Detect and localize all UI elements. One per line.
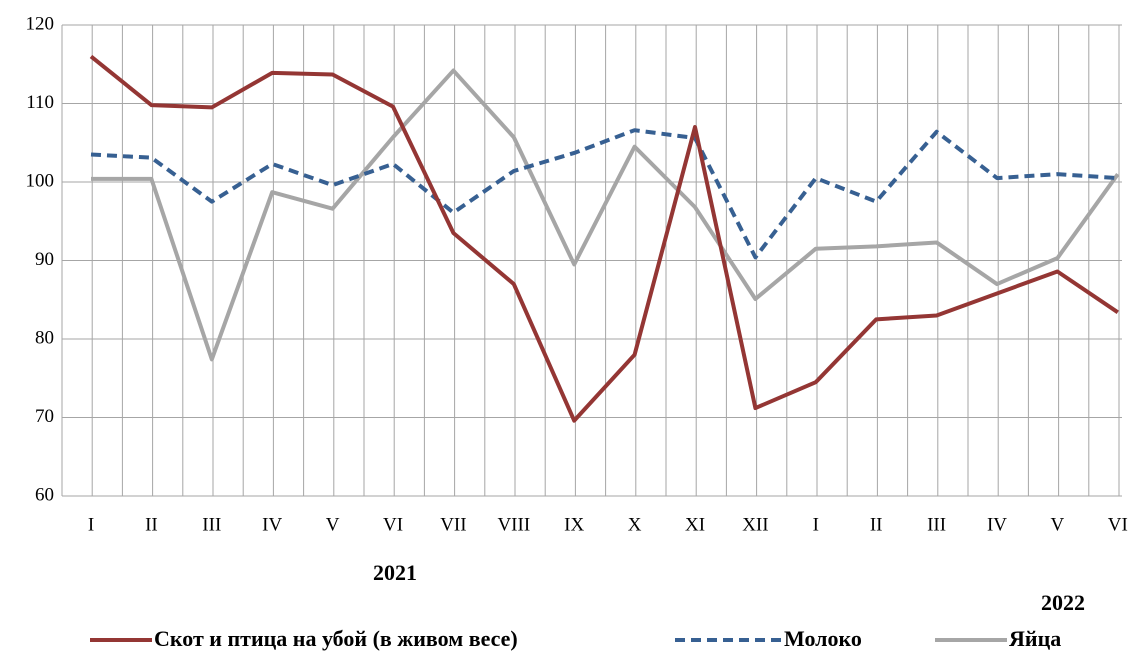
- x-tick-label: III: [202, 514, 221, 535]
- legend-label: Яйца: [1009, 626, 1061, 651]
- x-tick-label: VII: [440, 514, 466, 535]
- series-line: [91, 68, 1120, 362]
- series-line: [89, 54, 1119, 423]
- x-tick-label: II: [870, 514, 883, 535]
- x-tick-label: V: [1051, 514, 1065, 535]
- y-tick-label: 60: [35, 484, 54, 505]
- y-tick-label: 90: [35, 249, 54, 270]
- year-label: 2022: [1041, 590, 1085, 615]
- y-tick-label: 120: [26, 13, 55, 34]
- y-tick-label: 100: [26, 170, 55, 191]
- x-tick-label: IX: [564, 514, 584, 535]
- legend-label: Молоко: [784, 626, 862, 651]
- x-tick-label: VI: [1108, 514, 1128, 535]
- x-tick-label: V: [326, 514, 340, 535]
- x-tick-label: IV: [987, 514, 1007, 535]
- x-tick-label: VIII: [497, 514, 530, 535]
- x-tick-label: III: [927, 514, 946, 535]
- year-label: 2021: [373, 560, 417, 585]
- y-tick-label: 80: [35, 327, 54, 348]
- series-line: [90, 128, 1118, 260]
- y-tick-label: 110: [26, 92, 54, 113]
- x-tick-label: XII: [742, 514, 768, 535]
- y-tick-label: 70: [35, 406, 54, 427]
- x-tick-label: I: [88, 514, 94, 535]
- x-tick-label: IV: [262, 514, 282, 535]
- x-tick-label: I: [813, 514, 819, 535]
- x-tick-label: II: [145, 514, 158, 535]
- x-tick-label: VI: [383, 514, 403, 535]
- x-tick-label: XI: [685, 514, 705, 535]
- x-tick-label: X: [628, 514, 642, 535]
- legend-label: Скот и птица на убой (в живом весе): [154, 626, 518, 651]
